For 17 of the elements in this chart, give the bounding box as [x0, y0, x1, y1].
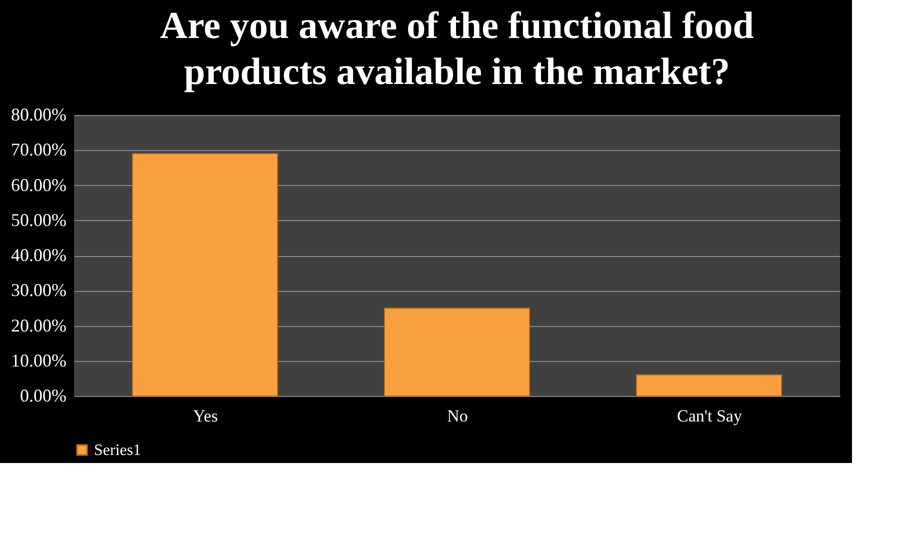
- bar: [636, 374, 782, 396]
- bar: [384, 308, 530, 396]
- x-tick-label: Yes: [193, 406, 218, 426]
- y-tick-label: 80.00%: [11, 104, 66, 124]
- y-tick-label: 70.00%: [11, 140, 66, 160]
- x-tick-label: Can't Say: [677, 406, 742, 426]
- y-tick-label: 40.00%: [11, 245, 66, 265]
- y-tick-label: 50.00%: [11, 210, 66, 230]
- x-tick-label: No: [447, 406, 468, 426]
- chart-title: Are you aware of the functional food products available in the market?: [160, 5, 754, 93]
- y-tick-label: 20.00%: [11, 315, 66, 336]
- y-tick-label: 30.00%: [11, 280, 66, 300]
- bar: [132, 153, 278, 396]
- y-tick-label: 10.00%: [11, 350, 66, 370]
- legend-label: Series1: [94, 442, 142, 459]
- y-tick-label: 60.00%: [11, 174, 66, 195]
- y-tick-label: 0.00%: [20, 386, 66, 406]
